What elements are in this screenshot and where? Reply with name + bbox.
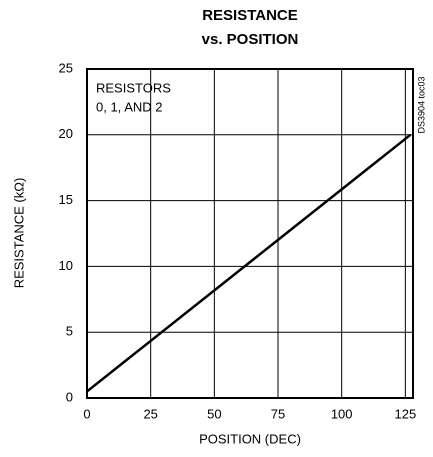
chart-title: RESISTANCE: [202, 7, 298, 24]
annotation: RESISTORS: [96, 80, 171, 95]
plot-border: [86, 68, 414, 399]
y-tick-label: 15: [59, 192, 73, 207]
x-axis-label: POSITION (DEC): [199, 431, 301, 446]
x-tick-label: 75: [271, 406, 285, 421]
x-tick-label: 125: [395, 406, 417, 421]
x-tick-label: 100: [331, 406, 353, 421]
annotation: 0, 1, AND 2: [96, 99, 162, 114]
data-line: [86, 133, 412, 393]
y-tick-label: 25: [59, 60, 73, 75]
x-tick-label: 0: [83, 406, 90, 421]
x-tick-label: 50: [207, 406, 221, 421]
chart-title: vs. POSITION: [202, 31, 299, 48]
y-tick-label: 20: [59, 126, 73, 141]
y-tick-label: 5: [66, 324, 73, 339]
y-axis-label: RESISTANCE (kΩ): [11, 178, 26, 289]
y-tick-label: 10: [59, 258, 73, 273]
y-tick-label: 0: [66, 389, 73, 404]
note: DS3904 toc03: [416, 76, 426, 133]
x-tick-label: 25: [143, 406, 157, 421]
